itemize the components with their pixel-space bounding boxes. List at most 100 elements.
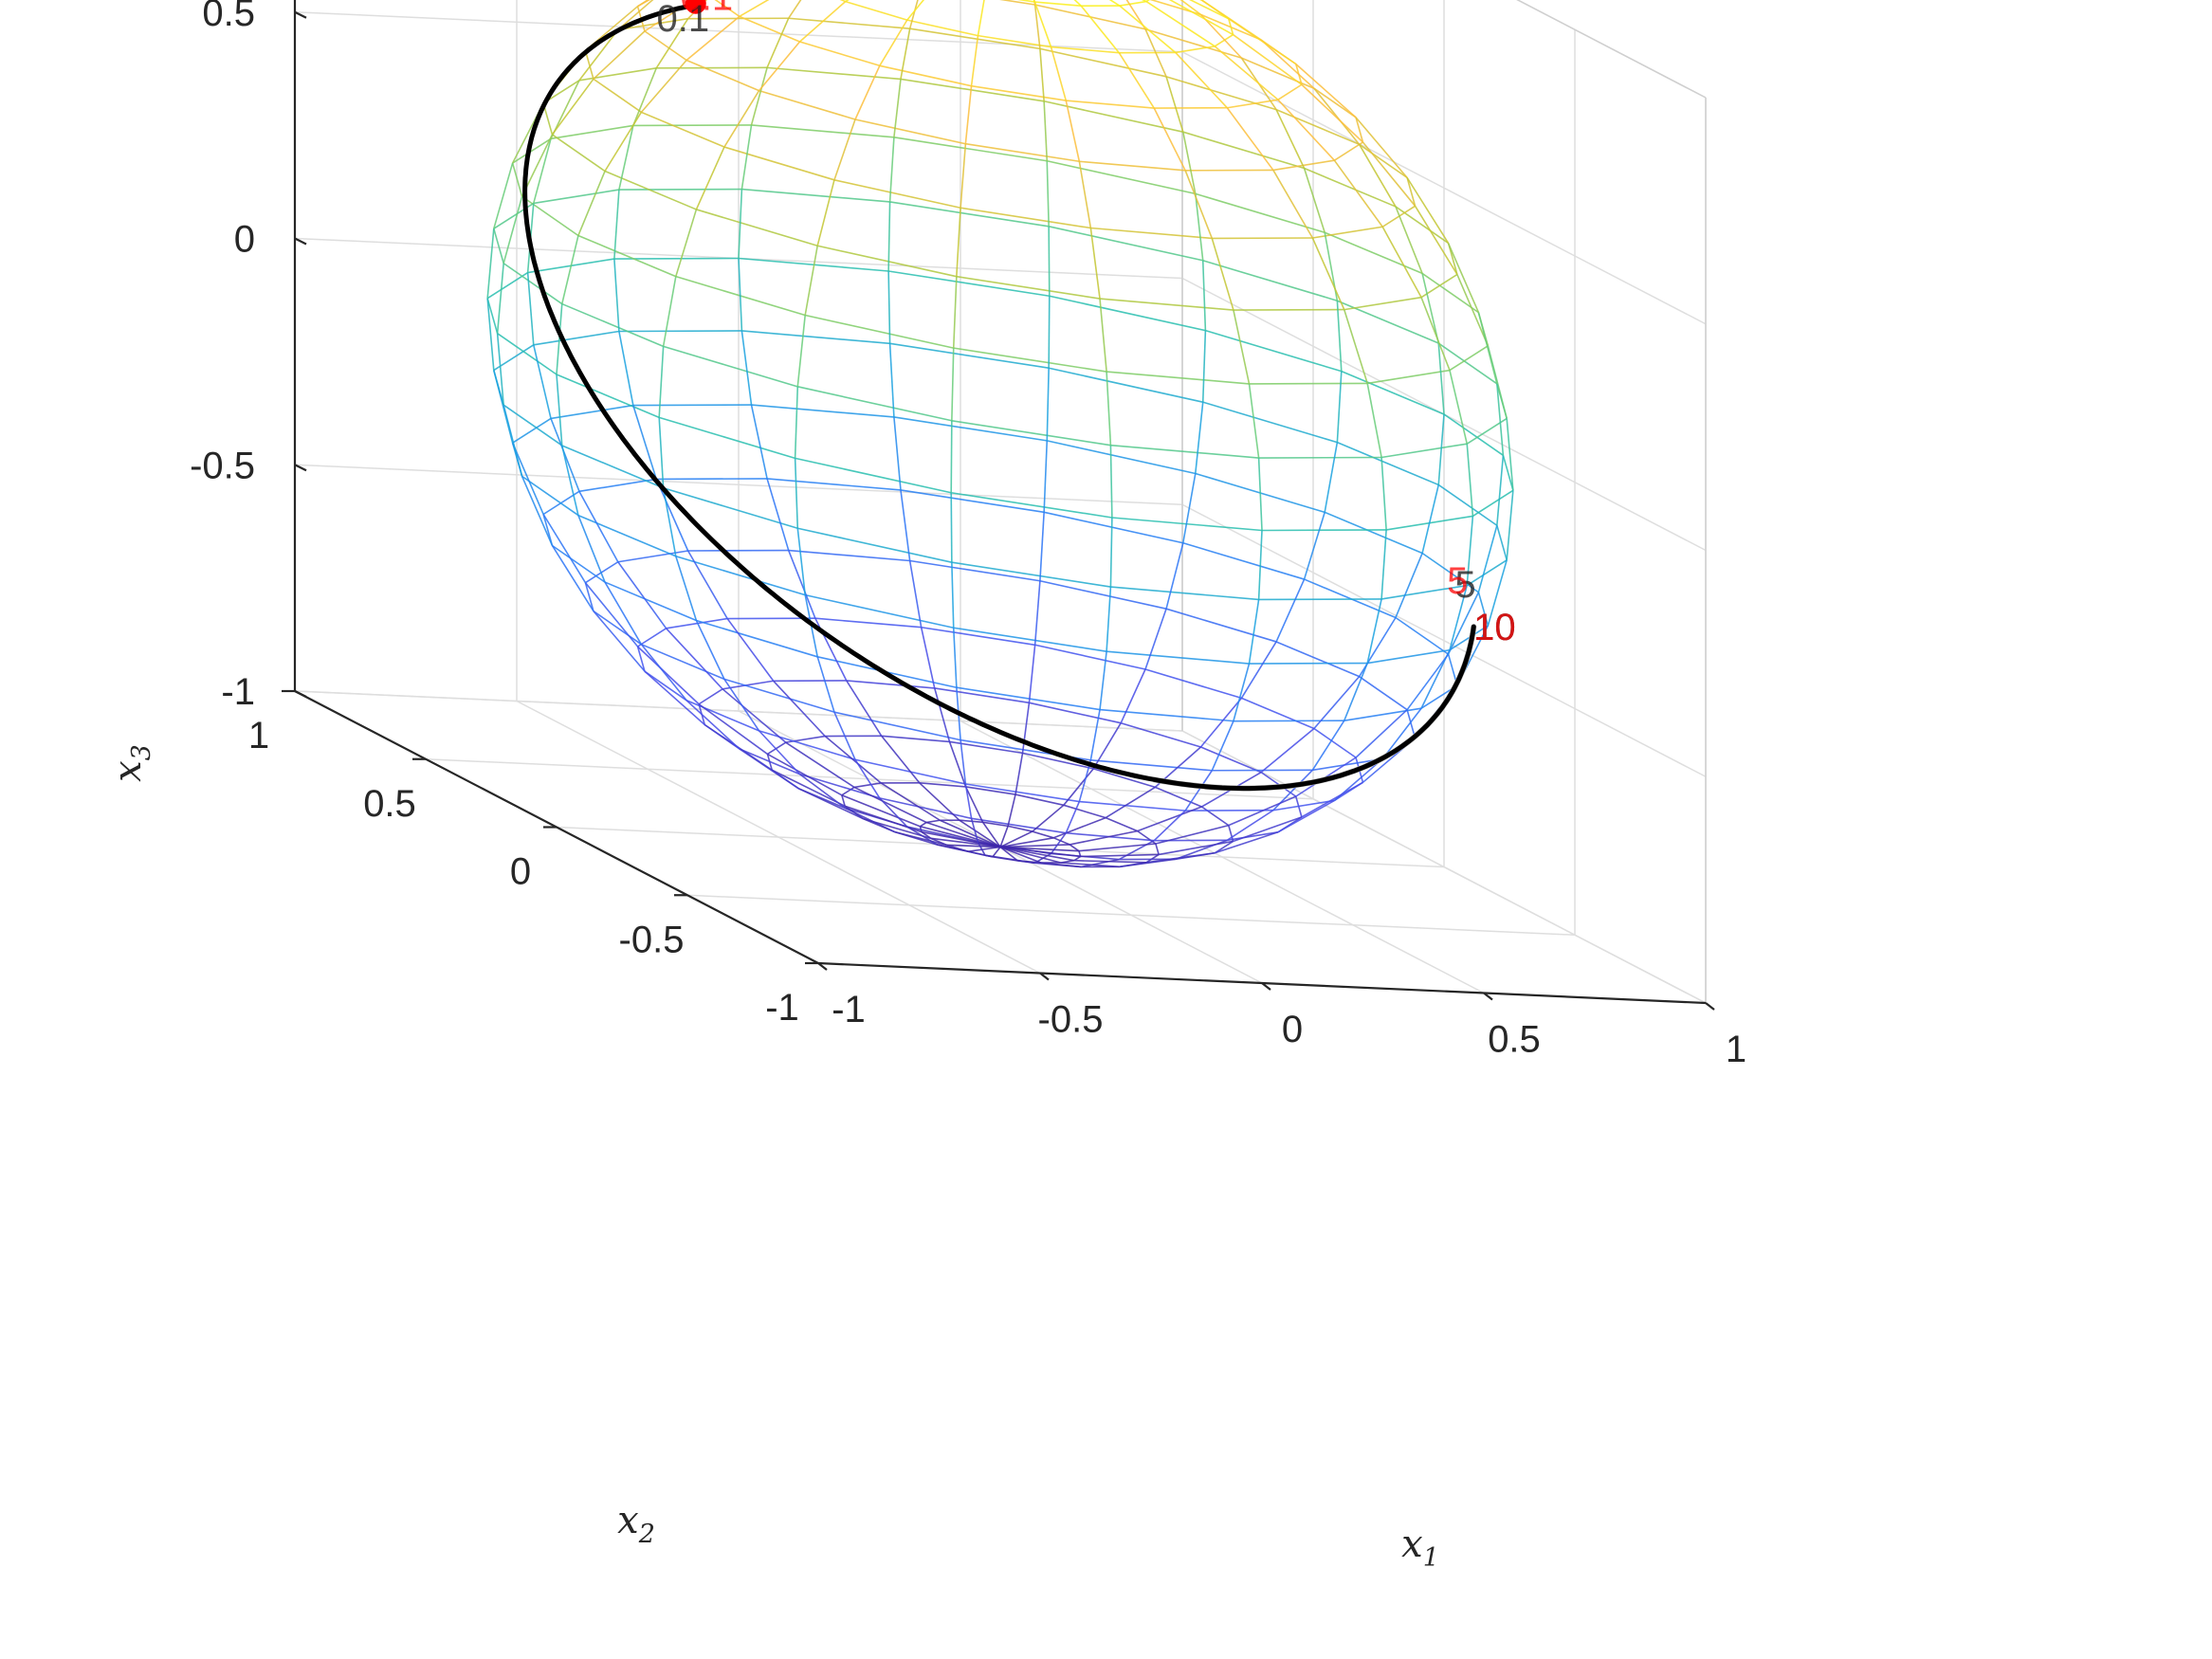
- sphere-meridian-segment: [1033, 1, 1052, 47]
- sphere-latitude-segment: [845, 0, 907, 21]
- sphere-latitude-segment: [714, 0, 740, 18]
- sphere-meridian-segment: [1303, 512, 1325, 580]
- sphere-latitude-segment: [1380, 443, 1468, 459]
- sphere-meridian-segment: [1381, 707, 1422, 760]
- sphere-latitude-segment: [593, 610, 642, 646]
- sphere-meridian-segment: [1333, 159, 1383, 228]
- sphere-meridian-segment: [1343, 663, 1368, 721]
- sphere-latitude-segment: [632, 124, 752, 127]
- sphere-latitude-segment: [604, 581, 697, 622]
- sphere-meridian-segment: [1069, 830, 1138, 846]
- sphere-meridian-segment: [992, 847, 1001, 858]
- sphere-latitude-segment: [497, 333, 558, 375]
- sphere-latitude-segment: [1395, 616, 1450, 655]
- sphere-meridian-segment: [977, 842, 986, 856]
- sphere-meridian-segment: [1106, 587, 1112, 652]
- x1-tick-label: 1: [1726, 1029, 1746, 1070]
- sphere-latitude-segment: [512, 137, 552, 164]
- sphere-latitude-segment: [1017, 0, 1035, 3]
- sphere-latitude-segment: [799, 773, 881, 799]
- sphere-meridian-segment: [686, 700, 740, 750]
- sphere-meridian-segment: [879, 19, 908, 66]
- sphere-meridian-segment: [1080, 5, 1120, 54]
- sphere-latitude-segment: [799, 41, 881, 67]
- sphere-latitude-segment: [1272, 799, 1335, 811]
- sphere-meridian-segment: [1228, 795, 1297, 827]
- sphere-meridian-segment: [1311, 720, 1345, 771]
- x1-tick: [1705, 1002, 1715, 1011]
- sphere-latitude-segment: [1029, 702, 1122, 724]
- sphere-latitude-segment: [906, 19, 978, 37]
- sphere-meridian-segment: [604, 111, 643, 172]
- sphere-meridian-segment: [1199, 13, 1243, 59]
- x1-tick: [1483, 992, 1493, 1001]
- black-time-label: 0.1: [656, 0, 709, 40]
- sphere-latitude-segment: [751, 404, 894, 418]
- sphere-latitude-segment: [578, 67, 657, 82]
- sphere-meridian-segment: [666, 628, 723, 690]
- sphere-latitude-segment: [675, 555, 806, 596]
- sphere-meridian-segment: [1358, 617, 1397, 678]
- sphere-latitude-segment: [767, 478, 902, 491]
- box-edge: [1516, 0, 1707, 99]
- sphere-meridian-segment: [893, 79, 902, 137]
- sphere-meridian-segment: [785, 741, 855, 789]
- sphere-meridian-segment: [632, 405, 658, 480]
- sphere-meridian-segment: [1248, 599, 1260, 665]
- sphere-latitude-segment: [1144, 27, 1242, 59]
- sphere-meridian-segment: [948, 741, 967, 788]
- sphere-meridian-segment: [1153, 107, 1186, 172]
- sphere-latitude-segment: [511, 162, 523, 197]
- x3-tick-label: -1: [221, 671, 255, 713]
- sphere-meridian-segment: [1165, 76, 1184, 133]
- sphere-meridian-segment: [1060, 862, 1120, 868]
- sphere-meridian-segment: [1380, 457, 1387, 531]
- sphere-meridian-segment: [1118, 839, 1155, 861]
- sphere-latitude-segment: [1344, 296, 1422, 311]
- sphere-latitude-segment: [1202, 260, 1338, 301]
- sphere-latitude-segment: [578, 478, 657, 493]
- sphere-meridian-segment: [1275, 578, 1306, 643]
- x1-tick: [817, 962, 828, 971]
- sphere-meridian-segment: [771, 769, 846, 807]
- sphere-meridian-segment: [1184, 770, 1213, 811]
- sphere-latitude-segment: [1312, 757, 1383, 772]
- sphere-latitude-segment: [999, 0, 1035, 6]
- sphere-meridian-segment: [503, 196, 523, 264]
- sphere-meridian-segment: [1017, 860, 1035, 865]
- sphere-meridian-segment: [1477, 312, 1498, 385]
- sphere-latitude-segment: [1261, 529, 1387, 532]
- sphere-latitude-segment: [1496, 525, 1508, 561]
- sphere-meridian-segment: [833, 711, 856, 760]
- sphere-latitude-segment: [1047, 440, 1196, 475]
- sphere-meridian-segment: [577, 515, 606, 583]
- sphere-meridian-segment: [738, 189, 743, 259]
- sphere-latitude-segment: [618, 330, 742, 333]
- sphere-meridian-segment: [1228, 18, 1297, 65]
- sphere-meridian-segment: [739, 748, 799, 790]
- sphere-latitude-segment: [960, 207, 1091, 229]
- gray-trajectory: [1151, 624, 1477, 792]
- sphere-meridian-segment: [496, 263, 504, 334]
- sphere-meridian-segment: [766, 17, 790, 68]
- sphere-meridian-segment: [1355, 117, 1408, 178]
- sphere-meridian-segment: [1362, 141, 1417, 207]
- sphere-meridian-segment: [956, 208, 961, 277]
- sphere-meridian-segment: [578, 28, 619, 82]
- sphere-latitude-segment: [556, 374, 660, 419]
- sphere-latitude-segment: [951, 491, 1112, 519]
- sphere-meridian-segment: [1032, 804, 1065, 832]
- x3-tick: [294, 237, 307, 246]
- sphere-meridian-segment: [977, 0, 985, 36]
- sphere-meridian-segment: [887, 270, 891, 344]
- sphere-latitude-segment: [521, 475, 579, 517]
- x1-tick-label: 0.5: [1488, 1019, 1541, 1061]
- sphere-meridian-segment: [593, 30, 646, 80]
- sphere-meridian-segment: [1248, 383, 1260, 459]
- floor-gridline: [294, 690, 1183, 732]
- sphere-meridian-segment: [550, 418, 580, 492]
- back-wall-gridline: [294, 11, 1183, 53]
- sphere-meridian-segment: [1105, 786, 1156, 819]
- sphere-meridian-segment: [493, 162, 514, 229]
- sphere-latitude-segment: [521, 195, 579, 237]
